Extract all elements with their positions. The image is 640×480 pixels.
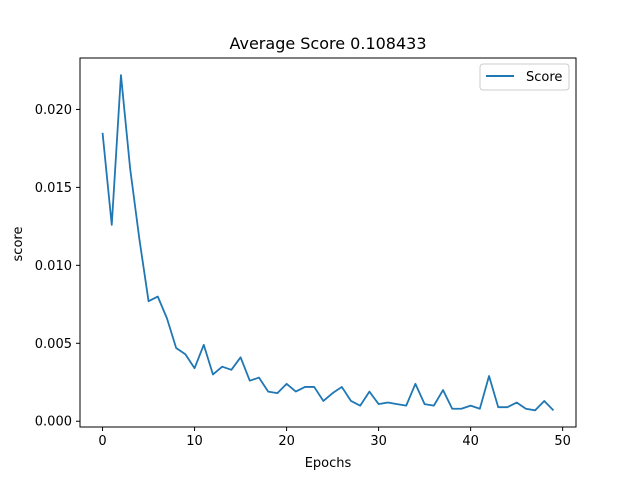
series-layer — [101, 74, 555, 412]
plot-area — [79, 57, 577, 428]
series-line-score — [101, 74, 555, 412]
x-tick-label: 10 — [186, 434, 203, 449]
x-tick-label: 20 — [278, 434, 295, 449]
y-tick-label: 0.000 — [35, 415, 72, 430]
x-axis-ticks: 0 10 20 30 40 50 — [98, 427, 571, 449]
y-tick-label: 0.020 — [35, 103, 72, 118]
chart-title: Average Score 0.108433 — [229, 34, 426, 53]
x-tick-label: 30 — [370, 434, 387, 449]
x-tick-label: 50 — [554, 434, 571, 449]
x-tick-label: 0 — [98, 434, 106, 449]
y-tick-label: 0.010 — [35, 259, 72, 274]
plot-frame — [79, 57, 577, 428]
y-tick-label: 0.005 — [35, 337, 72, 352]
legend: Score — [479, 63, 570, 91]
legend-label-score: Score — [526, 70, 562, 85]
y-axis-ticks: 0.000 0.005 0.010 0.015 0.020 — [35, 103, 80, 430]
x-tick-label: 40 — [462, 434, 479, 449]
y-tick-label: 0.015 — [35, 181, 72, 196]
x-axis-label: Epochs — [305, 456, 352, 471]
y-axis-label: score — [11, 227, 26, 262]
legend-box — [479, 63, 570, 91]
